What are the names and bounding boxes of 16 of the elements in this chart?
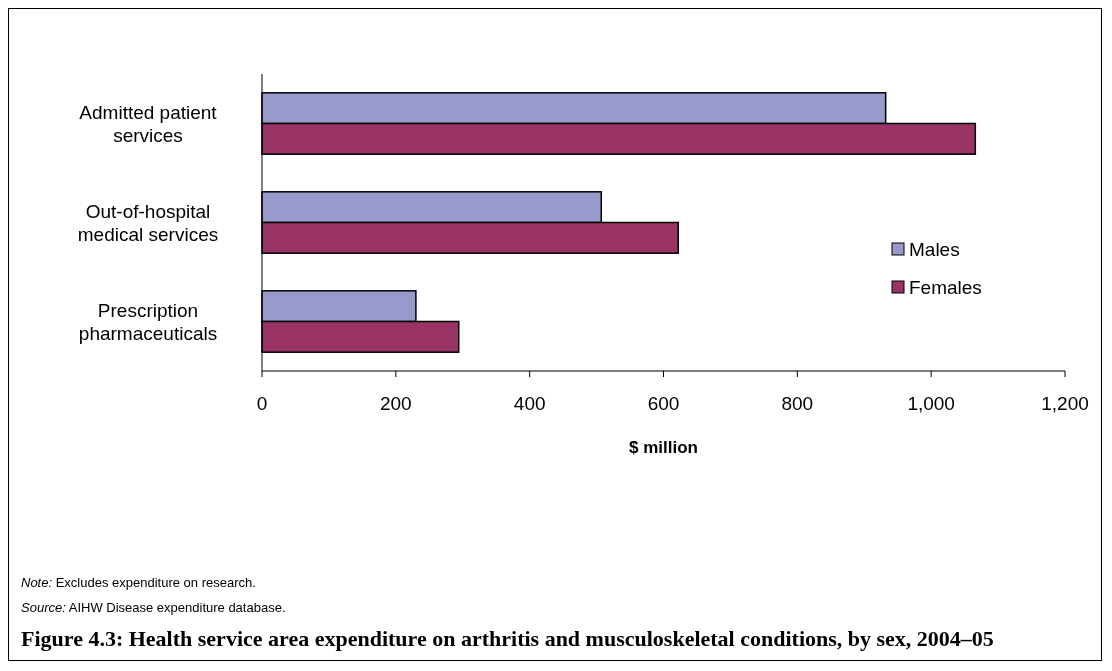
x-tick-label: 800 [781, 393, 814, 414]
x-tick-label: 200 [379, 393, 412, 414]
y-tick-label: Admitted patient services [79, 102, 218, 146]
x-tick-label: 1,200 [1041, 393, 1089, 414]
x-tick-label: 600 [647, 393, 680, 414]
y-tick-label: Out-of-hospital medical services [77, 201, 219, 245]
legend-label: Males [909, 239, 960, 260]
text: Note: Excludes expenditure on research. [21, 575, 257, 590]
legend-label: Females [909, 277, 982, 298]
x-axis-title: $ million [629, 438, 698, 457]
x-tick-label: 1,000 [907, 393, 955, 414]
x-tick-label: 0 [256, 393, 268, 414]
source-note: Source: AIHW Disease expenditure database. [21, 600, 287, 615]
text: Figure 4.3: Health service area expenditure on arthritis and musculoskeletal conditions, by sex, 2004–05 [20, 625, 995, 653]
y-tick-label: Prescription pharmaceuticals [78, 300, 218, 344]
x-tick-label: 400 [513, 393, 546, 414]
